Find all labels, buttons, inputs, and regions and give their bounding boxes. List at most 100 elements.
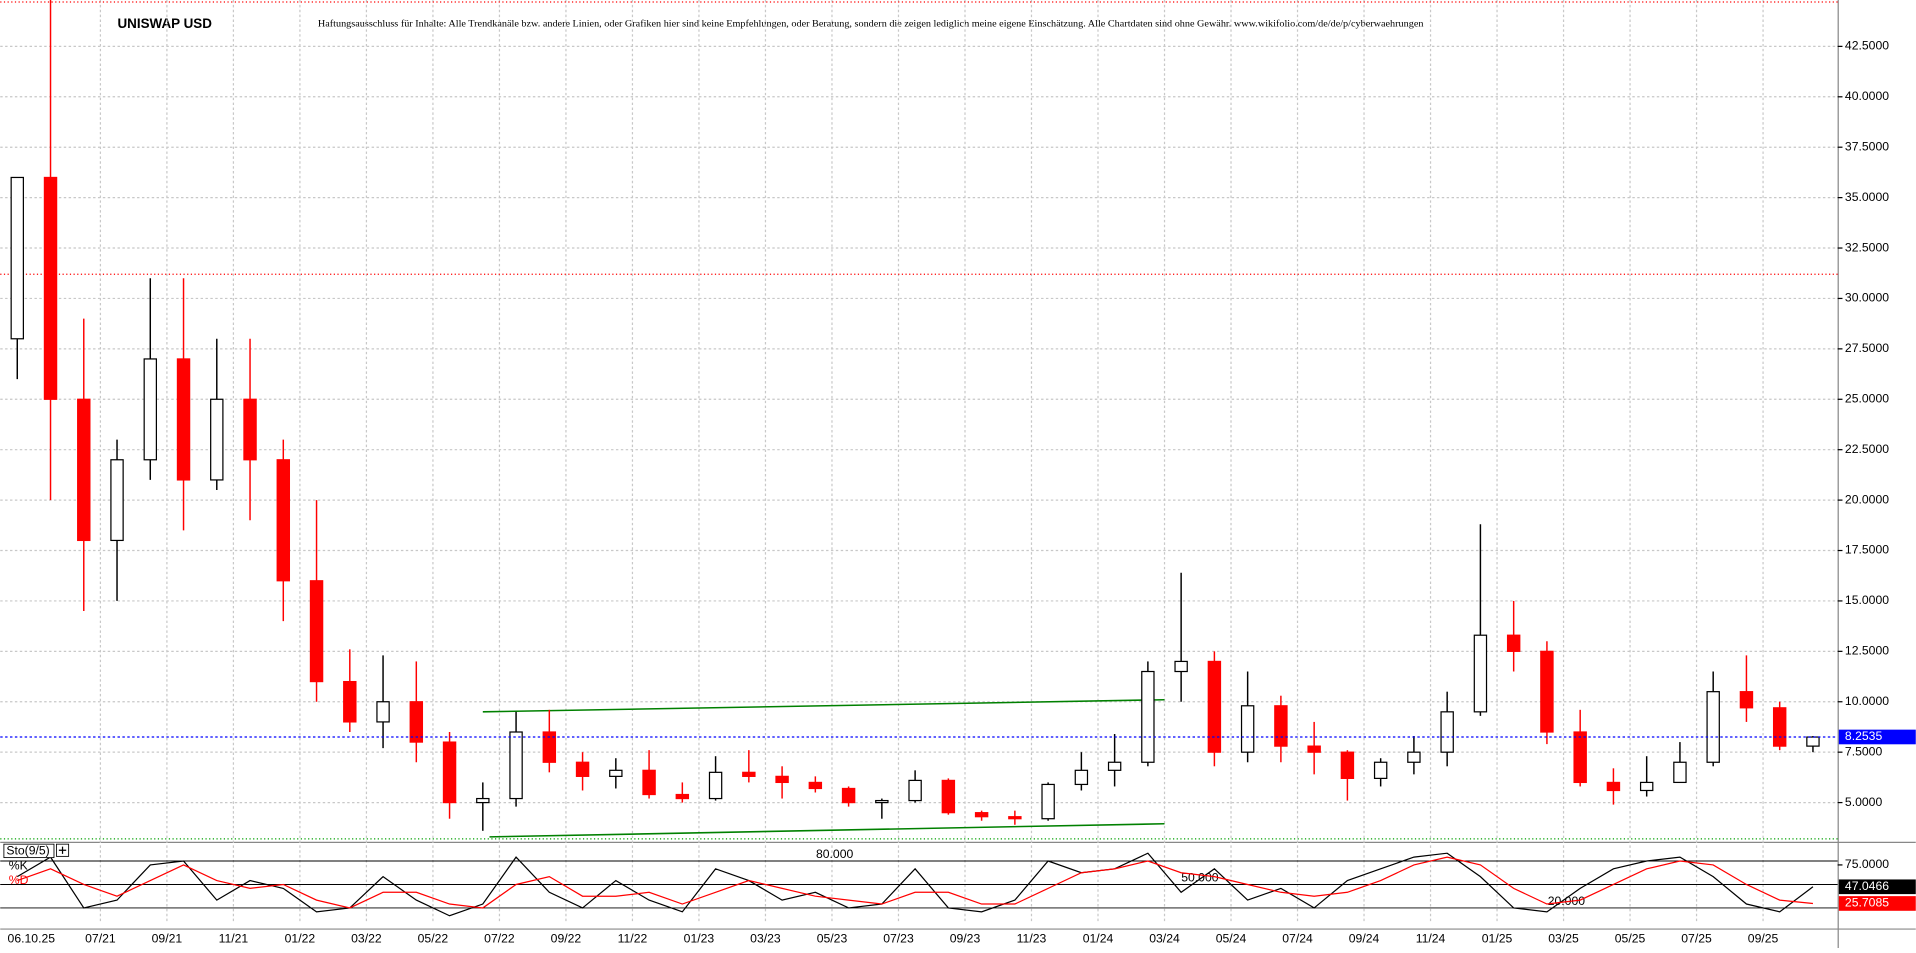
- x-tick-label: 01/25: [1482, 932, 1513, 946]
- y-tick-label: 30.0000: [1845, 291, 1889, 305]
- y-tick-label: 40.0000: [1845, 89, 1889, 103]
- indicator-box: [3, 843, 55, 859]
- candle-body: [10, 176, 24, 340]
- candle-body: [1706, 691, 1720, 763]
- x-tick-label: 11/23: [1017, 932, 1047, 946]
- candle-body: [1174, 660, 1188, 673]
- candle-body: [808, 781, 823, 790]
- x-tick-label: 05/22: [418, 932, 449, 946]
- candle-body: [875, 799, 889, 804]
- chart-title: UNISWAP USD: [118, 16, 213, 31]
- candle-body: [1440, 711, 1454, 753]
- candle-body: [77, 398, 91, 542]
- y-tick-label: 25.0000: [1845, 391, 1889, 405]
- candle-body: [343, 680, 357, 723]
- x-tick-label: 11/24: [1416, 932, 1446, 946]
- candle-body: [1739, 691, 1754, 709]
- candle-body: [43, 176, 58, 400]
- x-tick-label: 11/21: [219, 932, 249, 946]
- candle-body: [1307, 745, 1321, 753]
- candle-body: [1639, 781, 1654, 792]
- candle-body: [1041, 783, 1055, 820]
- x-tick-label: 03/24: [1149, 932, 1180, 946]
- candle-body: [941, 779, 956, 814]
- indicator-title: Sto(9/5): [6, 844, 49, 858]
- x-tick-label: 07/21: [85, 932, 116, 946]
- stoch-line: [17, 856, 1814, 909]
- x-tick-label: 05/25: [1615, 932, 1646, 946]
- candle-body: [110, 459, 124, 542]
- candle-body: [1240, 705, 1255, 753]
- x-tick-label: 03/23: [750, 932, 781, 946]
- current-price-label: 8.2535: [1845, 729, 1883, 743]
- candle-body: [575, 761, 590, 777]
- trendline: [489, 822, 1165, 838]
- value-label: 47.0466: [1845, 879, 1889, 893]
- x-tick-label: 09/24: [1349, 932, 1380, 946]
- trendline: [482, 698, 1165, 713]
- candle-body: [974, 812, 989, 818]
- level-label: 80.000: [816, 847, 854, 861]
- candle-body: [1107, 761, 1122, 771]
- candle-body: [609, 769, 623, 777]
- candle-body: [1806, 736, 1820, 747]
- x-tick-label: 01/22: [285, 932, 316, 946]
- candle-body: [1772, 707, 1787, 747]
- disclaimer: Haftungsausschluss für Inhalte: Alle Tre…: [318, 19, 1424, 30]
- y-tick-label: 32.5000: [1845, 240, 1889, 254]
- value-box: [1838, 896, 1916, 911]
- candle-body: [1141, 670, 1155, 763]
- candle-body: [1207, 660, 1222, 753]
- x-tick-label: 03/22: [351, 932, 382, 946]
- candle-body: [1673, 761, 1687, 784]
- candle-body: [309, 580, 324, 683]
- candle-body: [1008, 816, 1022, 820]
- candle-body: [1473, 634, 1488, 713]
- candle-body: [841, 787, 856, 804]
- candle-body: [276, 459, 291, 582]
- y-tick-label: 15.0000: [1845, 593, 1889, 607]
- candle-body: [1573, 731, 1587, 784]
- candle-body: [509, 731, 523, 800]
- x-tick-label: 05/23: [817, 932, 848, 946]
- candle-body: [675, 793, 690, 800]
- y-tick-label: 27.5000: [1845, 341, 1889, 355]
- y-tick-label: 37.5000: [1845, 139, 1889, 153]
- level-label: 50.000: [1181, 871, 1219, 885]
- y-tick-label: 7.5000: [1845, 744, 1883, 758]
- candle-body: [376, 701, 390, 723]
- x-tick-label: 09/23: [950, 932, 981, 946]
- x-tick-label: 07/22: [484, 932, 515, 946]
- candle-body: [409, 701, 424, 743]
- value-box: [1838, 879, 1916, 895]
- value-label: 25.7085: [1845, 896, 1889, 910]
- current-price-box: [1838, 729, 1916, 745]
- x-tick-label: 05/24: [1216, 932, 1247, 946]
- legend-entry: %K: [9, 858, 28, 872]
- x-tick-label: 09/25: [1748, 932, 1779, 946]
- candle-body: [1540, 650, 1554, 733]
- candle-body: [908, 779, 922, 802]
- candle-body: [476, 797, 490, 804]
- x-tick-label: 01/24: [1083, 932, 1114, 946]
- candle-body: [642, 769, 656, 796]
- date-label: 06.10.25: [8, 932, 56, 946]
- x-tick-label: 07/25: [1681, 932, 1712, 946]
- candle-body: [243, 398, 257, 461]
- y-tick-label: 5.0000: [1845, 795, 1883, 809]
- x-tick-label: 07/24: [1282, 932, 1313, 946]
- candle-body: [442, 741, 457, 804]
- candle-body: [1407, 751, 1421, 763]
- candle-body: [542, 731, 557, 763]
- candle-body: [775, 775, 789, 784]
- legend-entry: %D: [9, 873, 29, 887]
- y-tick-label: 10.0000: [1845, 694, 1889, 708]
- candle-body: [1340, 751, 1355, 779]
- x-tick-label: 09/21: [152, 932, 183, 946]
- candle-body: [143, 358, 158, 461]
- candle-body: [176, 358, 191, 481]
- candle-body: [1373, 761, 1388, 779]
